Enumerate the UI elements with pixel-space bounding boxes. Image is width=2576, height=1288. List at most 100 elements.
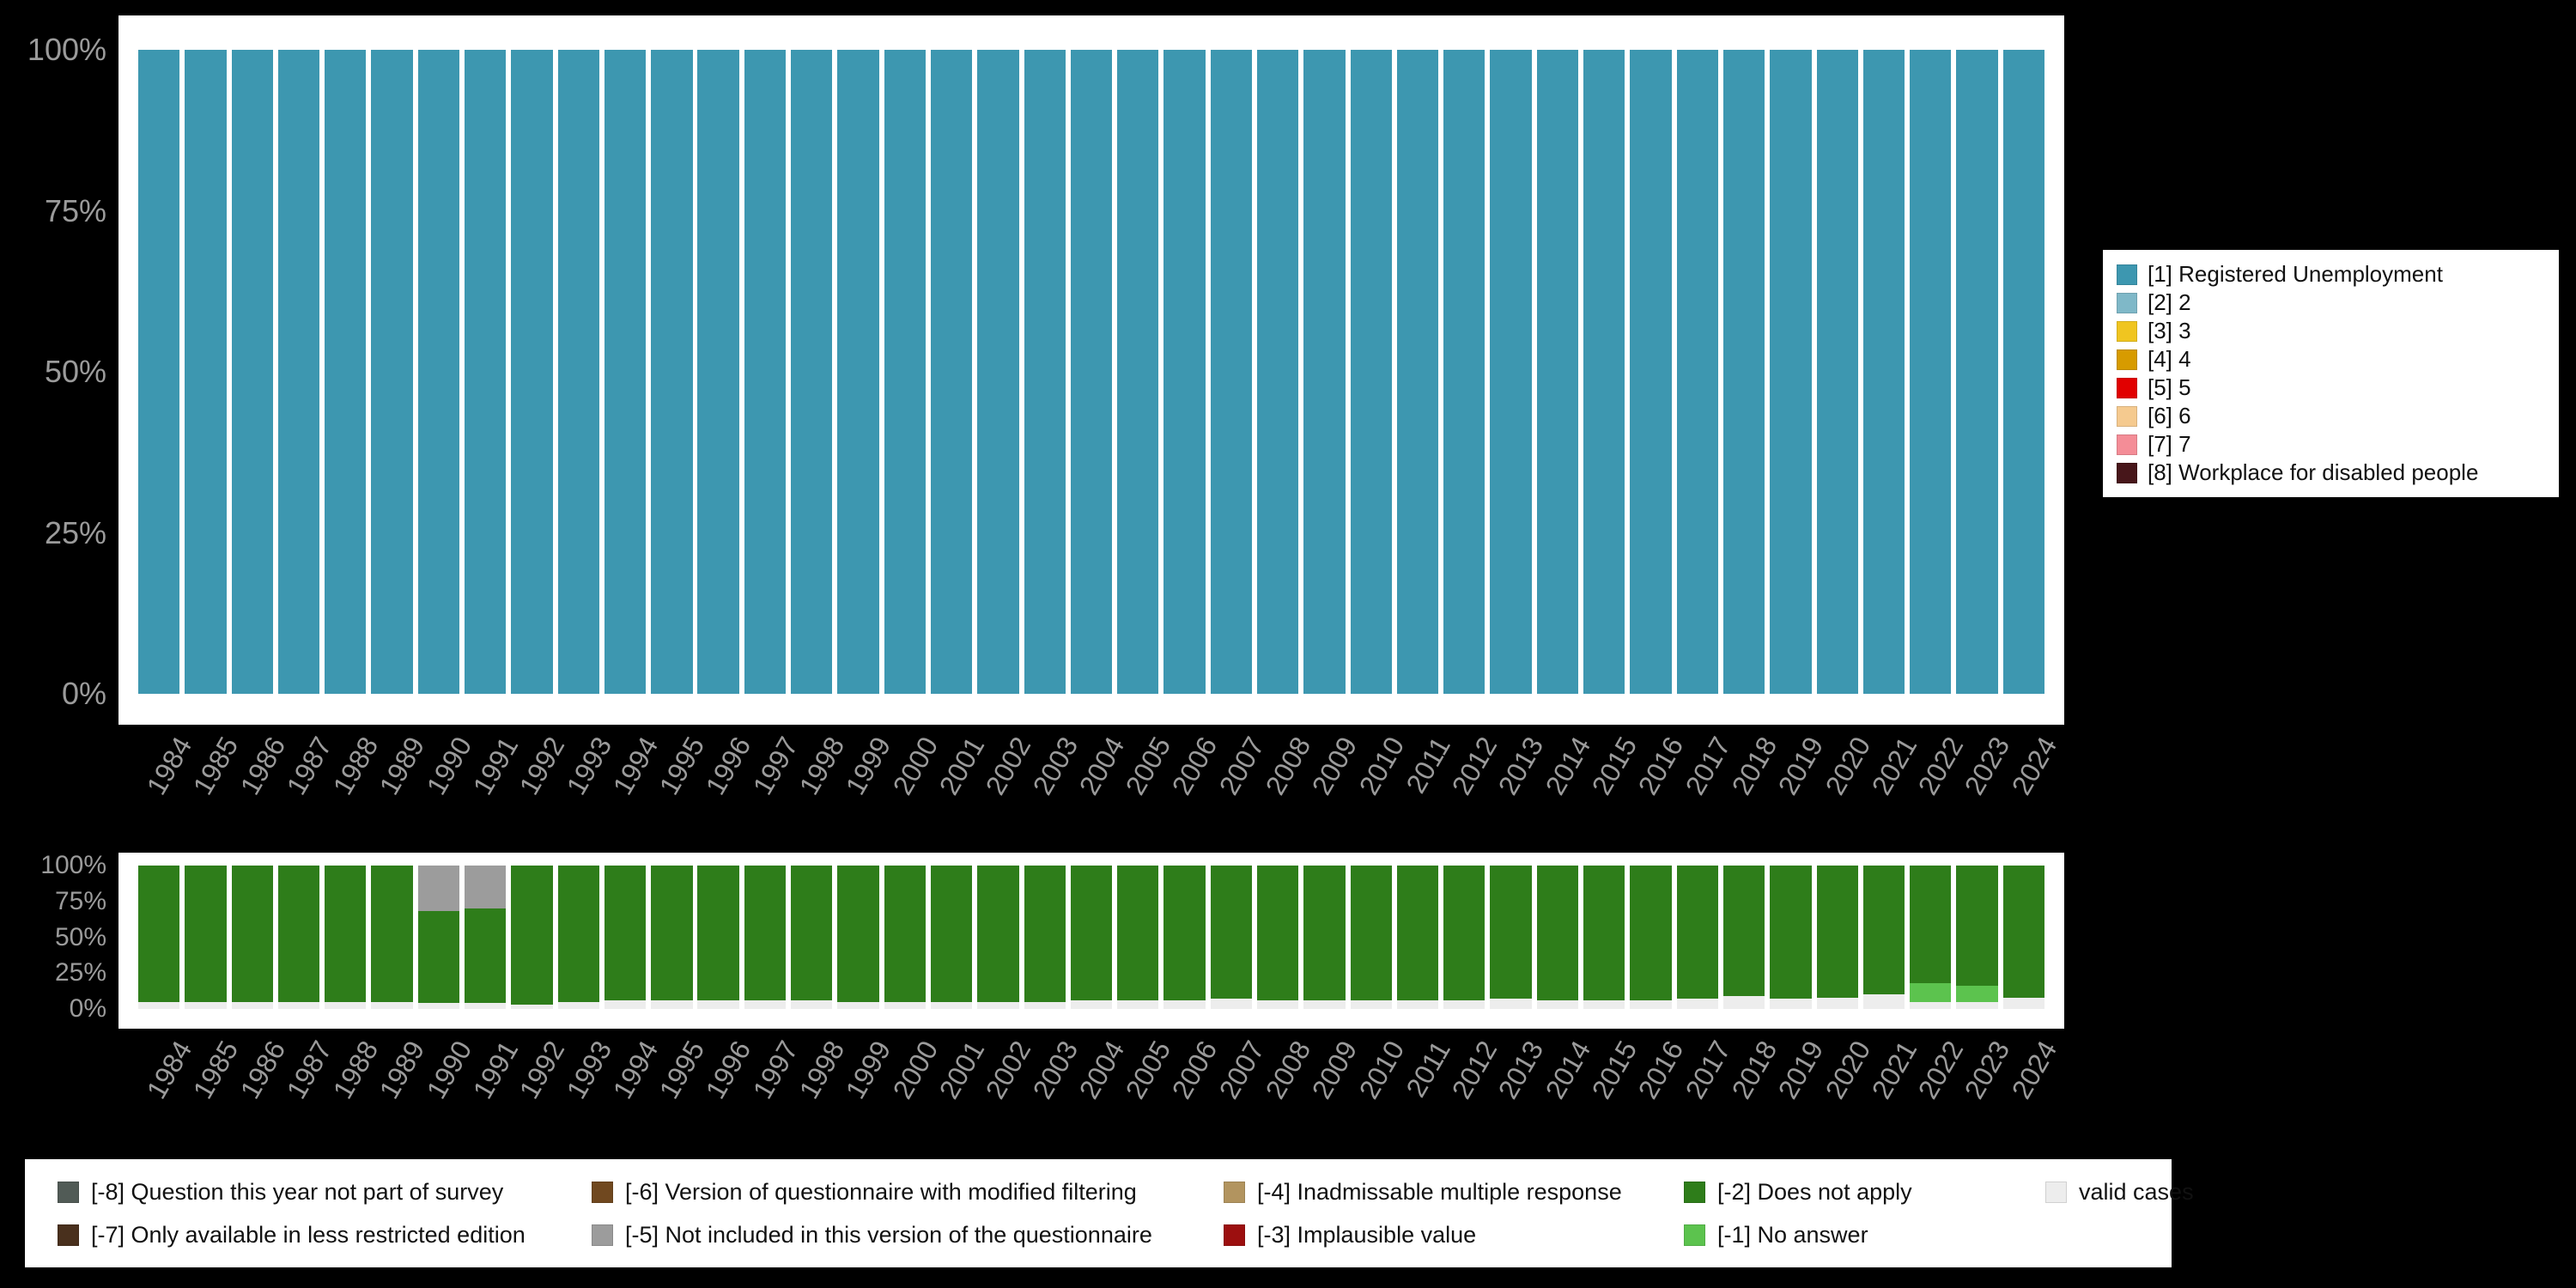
bar-2009 [1303, 50, 1346, 694]
x-axis-label: 1984 [140, 732, 198, 800]
bar-1993 [557, 50, 599, 694]
x-axis-label: 2019 [1771, 732, 1830, 800]
bar-segment [1024, 866, 1066, 1002]
bar-1996 [697, 866, 739, 1009]
legend-item: [6] 6 [2117, 402, 2545, 430]
bar-2004 [1070, 50, 1113, 694]
categories-legend: [1] Registered Unemployment [2] 2 [3] 3 [4]… [2103, 250, 2559, 497]
legend-swatch-m4 [1224, 1181, 1245, 1203]
bar-segment [1490, 50, 1532, 694]
bar-1992 [511, 50, 553, 694]
bar-segment [1676, 50, 1718, 694]
x-axis-label: 2020 [1819, 1036, 1876, 1104]
x-axis-label: 1999 [839, 1036, 897, 1104]
bar-segment [2002, 997, 2044, 1009]
bar-segment [1070, 999, 1113, 1009]
bar-2006 [1163, 866, 1206, 1009]
x-axis-label: 1988 [326, 1036, 385, 1104]
bar-2003 [1024, 866, 1066, 1009]
bar-2001 [930, 50, 973, 694]
bar-segment [1350, 50, 1392, 694]
legend-swatch-c1 [2117, 264, 2137, 285]
bar-segment [417, 911, 460, 1004]
legend-item: [-8] Question this year not part of surv… [58, 1179, 592, 1206]
bar-segment [1816, 866, 1858, 998]
bar-2008 [1257, 50, 1299, 694]
bar-1989 [371, 50, 413, 694]
bar-2011 [1396, 866, 1439, 1009]
bar-segment [231, 866, 273, 1002]
bar-segment [1722, 50, 1765, 694]
x-axis-label: 1993 [560, 1036, 617, 1104]
bar-segment [1117, 999, 1159, 1009]
bar-2019 [1770, 866, 1812, 1009]
bar-segment [837, 50, 879, 694]
bar-1991 [465, 866, 507, 1009]
bar-segment [1583, 999, 1625, 1009]
bar-segment [185, 50, 227, 694]
bar-segment [371, 1001, 413, 1009]
bar-segment [977, 50, 1019, 694]
x-axis-label: 1989 [374, 1036, 431, 1104]
bar-1997 [744, 50, 787, 694]
bar-segment [1024, 50, 1066, 694]
legend-item: [-6] Version of questionnaire with modif… [592, 1179, 1224, 1206]
legend-label: [-4] Inadmissable multiple response [1257, 1178, 1622, 1205]
bar-segment [417, 1003, 460, 1009]
y-axis-tick: 0% [61, 676, 106, 711]
x-axis-label: 2001 [933, 1036, 991, 1104]
x-axis-label: 2004 [1072, 1036, 1131, 1104]
legend-item: [-1] No answer [1684, 1222, 2045, 1249]
legend-item: [1] Registered Unemployment [2117, 260, 2545, 289]
x-axis-label: 2024 [2005, 732, 2063, 800]
x-axis-label: 1990 [420, 732, 478, 800]
legend-label: [-7] Only available in less restricted e… [91, 1221, 526, 1248]
legend-swatch-m5 [592, 1224, 613, 1246]
bar-segment [1163, 50, 1206, 694]
bar-segment [511, 50, 553, 694]
bar-segment [371, 866, 413, 1002]
x-axis-label: 1986 [234, 1036, 291, 1104]
bar-2005 [1117, 50, 1159, 694]
bar-1988 [325, 866, 367, 1009]
bar-1997 [744, 866, 787, 1009]
legend-swatch-valid [2045, 1181, 2067, 1203]
legend-item: [-2] Does not apply [1684, 1179, 2045, 1206]
x-axis-label: 2010 [1352, 1036, 1410, 1104]
bar-segment [185, 1001, 227, 1009]
bar-segment [1630, 999, 1672, 1009]
bar-segment [837, 1001, 879, 1009]
bar-segment [837, 866, 879, 1002]
bar-2018 [1722, 866, 1765, 1009]
x-axis-label: 2007 [1212, 1036, 1271, 1104]
x-axis-label: 2008 [1259, 732, 1317, 800]
bar-segment [1257, 50, 1299, 694]
y-axis-tick: 100% [27, 32, 106, 67]
bar-segment [697, 50, 739, 694]
legend-swatch-c7 [2117, 434, 2137, 455]
bar-2021 [1862, 866, 1905, 1009]
bar-segment [1862, 50, 1905, 694]
bar-segment [884, 866, 926, 1002]
bar-segment [884, 1001, 926, 1009]
bar-segment [1862, 866, 1905, 995]
x-axis-label: 2018 [1725, 1036, 1783, 1104]
x-axis-label: 1998 [793, 732, 851, 800]
bar-segment [465, 1003, 507, 1009]
bar-segment [1770, 50, 1812, 694]
legend-label: [-2] Does not apply [1717, 1178, 1912, 1205]
bar-2000 [884, 866, 926, 1009]
y-axis-tick: 25% [54, 958, 106, 987]
bar-2007 [1210, 866, 1253, 1009]
bar-segment [1583, 866, 1625, 1000]
x-axis-label: 2004 [1072, 732, 1131, 800]
x-axis-label: 2012 [1445, 1036, 1504, 1104]
bar-segment [465, 50, 507, 694]
bar-1990 [417, 866, 460, 1009]
x-axis-label: 2015 [1585, 732, 1643, 800]
legend-label: [3] 3 [2148, 318, 2191, 343]
legend-label: [-5] Not included in this version of the… [625, 1221, 1152, 1248]
legend-item: [-7] Only available in less restricted e… [58, 1222, 592, 1249]
legend-swatch-c8 [2117, 462, 2137, 483]
categories-chart-plot [136, 50, 2047, 694]
